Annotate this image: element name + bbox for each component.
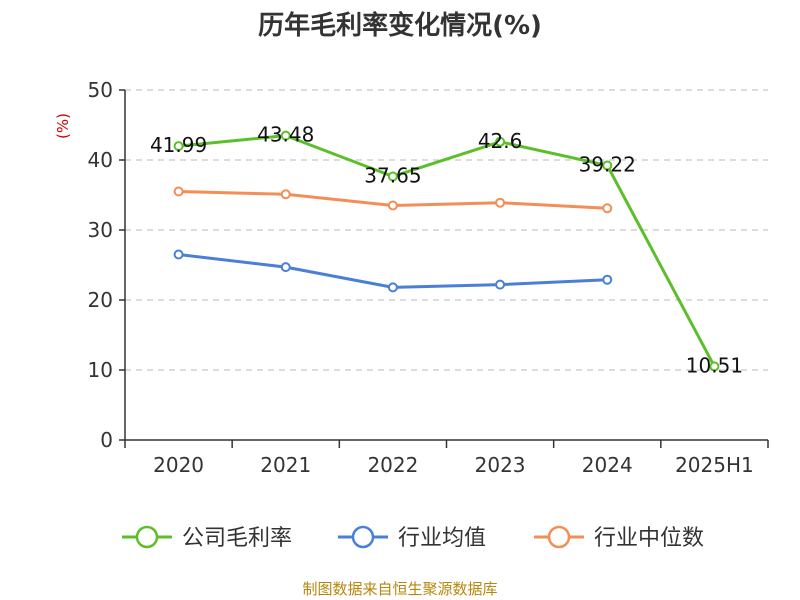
legend-item-2[interactable]: 行业中位数 (534, 525, 704, 551)
data-point-2-3[interactable] (495, 197, 506, 208)
data-point-0-0[interactable] (173, 141, 184, 152)
y-tick-label-3: 30 (88, 218, 113, 242)
data-label-0-2: 37.65 (364, 163, 421, 187)
legend-label-2: 行业中位数 (594, 526, 704, 551)
series-layer (173, 130, 720, 372)
x-tick-label-3: 2023 (475, 453, 526, 477)
data-point-0-3[interactable] (495, 136, 506, 147)
legend-marker-1 (351, 525, 375, 549)
x-tick-label-0: 2020 (153, 453, 204, 477)
data-point-2-2[interactable] (387, 200, 398, 211)
legend-marker-0 (135, 525, 159, 549)
y-tick-label-5: 50 (88, 78, 113, 102)
data-point-0-5[interactable] (709, 361, 720, 372)
y-tick-label-0: 0 (100, 428, 113, 452)
x-tick-label-5: 2025H1 (675, 453, 754, 477)
source-note: 制图数据来自恒生聚源数据库 (302, 580, 497, 598)
data-point-2-1[interactable] (280, 189, 291, 200)
legend-label-1: 行业均值 (398, 526, 486, 551)
x-tick-label-2: 2022 (367, 453, 418, 477)
data-point-1-0[interactable] (173, 249, 184, 260)
x-tick-label-4: 2024 (582, 453, 633, 477)
grid-lines (125, 89, 768, 371)
chart-title: 历年毛利率变化情况(%) (258, 10, 542, 41)
data-label-0-1: 43.48 (257, 123, 314, 147)
data-label-0-4: 39.22 (579, 152, 636, 176)
legend-label-0: 公司毛利率 (182, 526, 292, 551)
legend-marker-2 (547, 525, 571, 549)
y-axis-unit: (%) (54, 113, 72, 139)
data-label-0-0: 41.99 (150, 133, 207, 157)
data-point-0-2[interactable] (387, 171, 398, 182)
x-tick-label-1: 2021 (260, 453, 311, 477)
series-0 (173, 130, 720, 372)
data-point-1-3[interactable] (495, 279, 506, 290)
axes: 0 10 20 30 40 50 2020 2021 2022 2023 2024 2025H1 (88, 78, 769, 477)
data-labels: 41.99 43.48 37.65 42.6 39.22 10.51 (150, 123, 743, 378)
data-point-2-0[interactable] (173, 186, 184, 197)
legend: 公司毛利率 行业均值 行业中位数 (122, 525, 704, 551)
data-point-0-4[interactable] (602, 160, 613, 171)
data-point-1-1[interactable] (280, 262, 291, 273)
data-point-0-1[interactable] (280, 130, 291, 141)
data-point-1-2[interactable] (387, 282, 398, 293)
y-tick-label-2: 20 (88, 288, 113, 312)
data-point-1-4[interactable] (602, 274, 613, 285)
series-1 (173, 249, 613, 293)
data-label-0-3: 42.6 (478, 129, 523, 153)
legend-item-0[interactable]: 公司毛利率 (122, 525, 292, 551)
legend-item-1[interactable]: 行业均值 (338, 525, 486, 551)
y-tick-label-1: 10 (88, 358, 113, 382)
series-2 (173, 186, 613, 214)
data-label-0-5: 10.51 (686, 353, 743, 377)
series-line-0 (178, 134, 716, 368)
y-tick-label-4: 40 (88, 148, 113, 172)
data-point-2-4[interactable] (602, 203, 613, 214)
